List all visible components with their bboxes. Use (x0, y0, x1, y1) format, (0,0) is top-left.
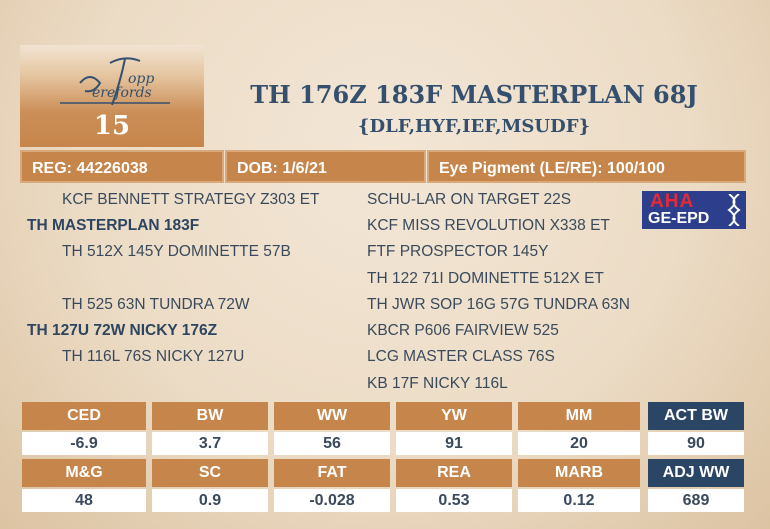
pedigree-dam-dam: TH 116L 76S NICKY 127U (62, 348, 245, 365)
adj-ww-label: ADJ WW (648, 459, 744, 487)
pedigree-ancestor: KCF MISS REVOLUTION X338 ET (367, 217, 610, 234)
pedigree-ancestor: LCG MASTER CLASS 76S (367, 348, 555, 365)
aha-ge-epd-badge: AHA GE-EPD (642, 191, 746, 229)
genetic-conditions: {DLF,HYF,IEF,MSUDF} (357, 116, 591, 137)
epd-label: REA (396, 459, 512, 487)
animal-name: TH 176Z 183F MASTERPLAN 68J (250, 80, 698, 109)
epd-label: MARB (518, 459, 640, 487)
svg-text:erefords: erefords (92, 85, 152, 101)
epd-label: FAT (274, 459, 390, 487)
epd-value: -6.9 (22, 432, 146, 455)
epd-value: 91 (396, 432, 512, 455)
pedigree-sire: TH MASTERPLAN 183F (27, 217, 200, 234)
pedigree-sire-sire: KCF BENNETT STRATEGY Z303 ET (62, 191, 320, 208)
logo-box: opp erefords 15 (20, 45, 204, 147)
act-bw-value: 90 (648, 432, 744, 455)
epd-label: WW (274, 402, 390, 430)
epd-value: -0.028 (274, 489, 390, 512)
reg-number: REG: 44226038 (20, 150, 224, 183)
epd-label: CED (22, 402, 146, 430)
epd-label: YW (396, 402, 512, 430)
epd-value: 3.7 (152, 432, 268, 455)
act-bw-label: ACT BW (648, 402, 744, 430)
pedigree-ancestor: TH 122 71I DOMINETTE 512X ET (367, 270, 604, 287)
dna-icon (727, 194, 741, 226)
pedigree-ancestor: TH JWR SOP 16G 57G TUNDRA 63N (367, 296, 631, 313)
epd-value: 48 (22, 489, 146, 512)
pedigree-ancestor: SCHU-LAR ON TARGET 22S (367, 191, 572, 208)
svg-text:opp: opp (128, 71, 154, 87)
pedigree-dam: TH 127U 72W NICKY 176Z (27, 322, 218, 339)
ge-epd-label: GE-EPD (648, 210, 710, 227)
epd-value: 56 (274, 432, 390, 455)
aha-label: AHA (650, 191, 695, 212)
pedigree-sire-dam: TH 512X 145Y DOMINETTE 57B (62, 243, 291, 260)
topp-herefords-logo: opp erefords (60, 57, 170, 106)
epd-value: 20 (518, 432, 640, 455)
epd-label: MM (518, 402, 640, 430)
epd-value: 0.9 (152, 489, 268, 512)
eye-pigment: Eye Pigment (LE/RE): 100/100 (427, 150, 746, 183)
pedigree-ancestor: KB 17F NICKY 116L (367, 375, 508, 392)
lot-number: 15 (93, 111, 131, 141)
pedigree-dam-sire: TH 525 63N TUNDRA 72W (62, 296, 250, 313)
epd-label: BW (152, 402, 268, 430)
epd-value: 0.12 (518, 489, 640, 512)
epd-label: SC (152, 459, 268, 487)
pedigree-ancestor: KBCR P606 FAIRVIEW 525 (367, 322, 559, 339)
epd-label: M&G (22, 459, 146, 487)
birth-date: DOB: 1/6/21 (225, 150, 426, 183)
adj-ww-value: 689 (648, 489, 744, 512)
epd-value: 0.53 (396, 489, 512, 512)
pedigree-ancestor: FTF PROSPECTOR 145Y (367, 243, 549, 260)
